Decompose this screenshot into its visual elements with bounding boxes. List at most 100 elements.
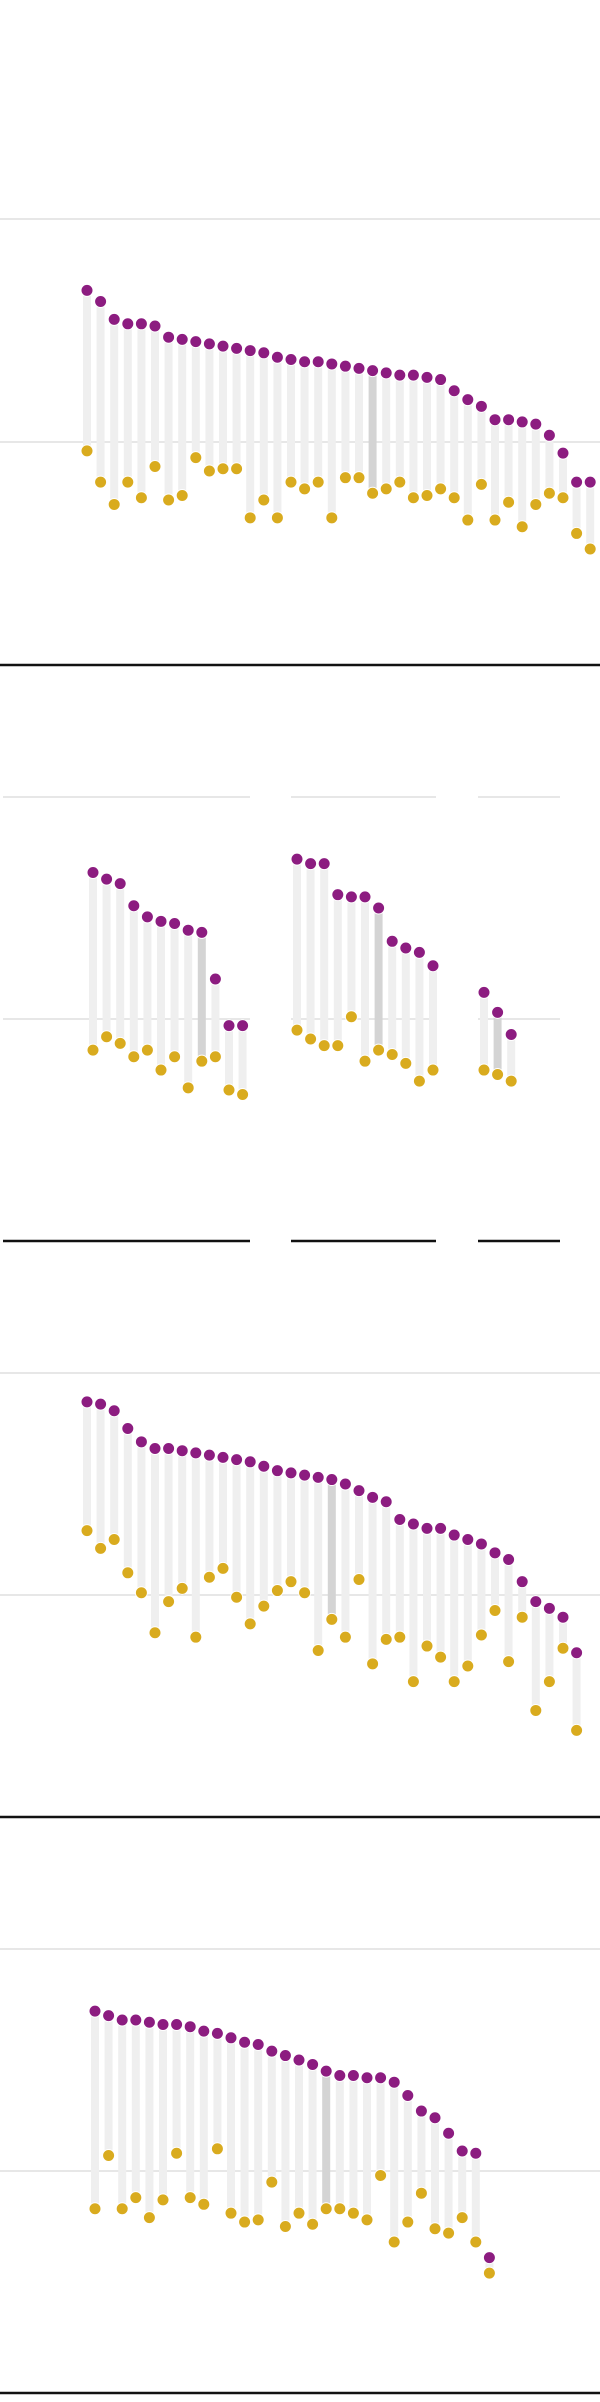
range-bar [118,2020,127,2209]
dot [284,352,298,366]
range-bar [436,379,445,489]
dot [257,1599,271,1613]
dot [379,482,393,496]
dot [265,2044,279,2058]
dot [121,475,135,489]
dot [352,471,366,485]
dot [488,413,502,427]
dot [162,1441,176,1455]
dot [491,1005,505,1019]
range-bar [545,1608,554,1682]
dot [243,1455,257,1469]
dot [374,2071,388,2085]
range-bar [267,2051,276,2183]
dot [583,542,597,556]
dot [346,2069,360,2083]
dot [474,1628,488,1642]
range-bar [308,2064,317,2225]
dot [121,1422,135,1435]
range-bar [123,323,132,483]
range-bar [83,290,91,451]
dot [284,475,298,489]
dot [515,1575,529,1589]
dot [113,1036,127,1050]
dot [442,2226,456,2240]
range-bar [436,1528,445,1658]
dot [210,2026,224,2040]
dot [372,901,386,915]
dot [210,2142,224,2156]
dot [148,460,162,474]
dot [570,526,584,540]
dot [162,493,176,507]
dot [100,1030,114,1044]
dot [311,1470,325,1484]
range-bar [178,1450,187,1589]
dot [338,1477,352,1491]
dot [333,2069,347,2083]
range-bar [480,992,488,1071]
dot [338,471,352,485]
dot [243,1617,257,1631]
highlight-bar [322,2071,331,2209]
range-bar [300,1475,309,1593]
range-bar [423,377,431,496]
dot [420,1639,434,1653]
dot [338,1630,352,1644]
dot [284,1575,298,1589]
range-bar [89,872,97,1051]
range-bar [390,2082,399,2243]
dot [251,2213,265,2227]
range-bar [361,896,369,1062]
dot [270,1584,284,1598]
dot [482,2251,496,2265]
dot [197,2024,211,2038]
range-bar [341,366,350,478]
range-bar [96,301,105,483]
range-bar [191,341,200,458]
range-bar [463,399,472,521]
dot [236,1019,250,1033]
dot [270,350,284,364]
dot [175,1581,189,1595]
range-bar [151,1448,159,1633]
range-bar [368,1497,377,1664]
range-bar [327,363,336,518]
dot [134,1586,148,1600]
range-bar [164,337,173,500]
range-bar [409,1523,418,1682]
dot [412,1074,426,1088]
dot [134,491,148,505]
dot [583,475,597,489]
range-bar [232,1459,241,1598]
dot [238,2215,252,2229]
range-bar [491,1552,499,1611]
dot [406,1517,420,1531]
dot [556,491,570,505]
dot [230,1453,244,1467]
range-bar [531,1601,540,1711]
dot [265,2175,279,2189]
dot [208,972,222,986]
dot [352,1484,366,1498]
range-bar [341,1484,350,1638]
range-bar [347,896,356,1017]
dot [80,444,94,458]
range-bar [137,323,146,498]
range-bar [320,863,329,1046]
dot [515,520,529,534]
dot [181,923,195,937]
dot [387,2235,401,2249]
dot [107,1533,121,1546]
dot [156,2193,170,2207]
dot [488,513,502,527]
dot [461,1533,475,1546]
dot [374,2168,388,2182]
range-bar [423,1528,431,1647]
range-bar [246,1461,255,1624]
dot [477,985,491,999]
dot [346,2206,360,2220]
dot [257,346,271,360]
range-bar [137,1441,146,1593]
range-bar [395,375,404,483]
